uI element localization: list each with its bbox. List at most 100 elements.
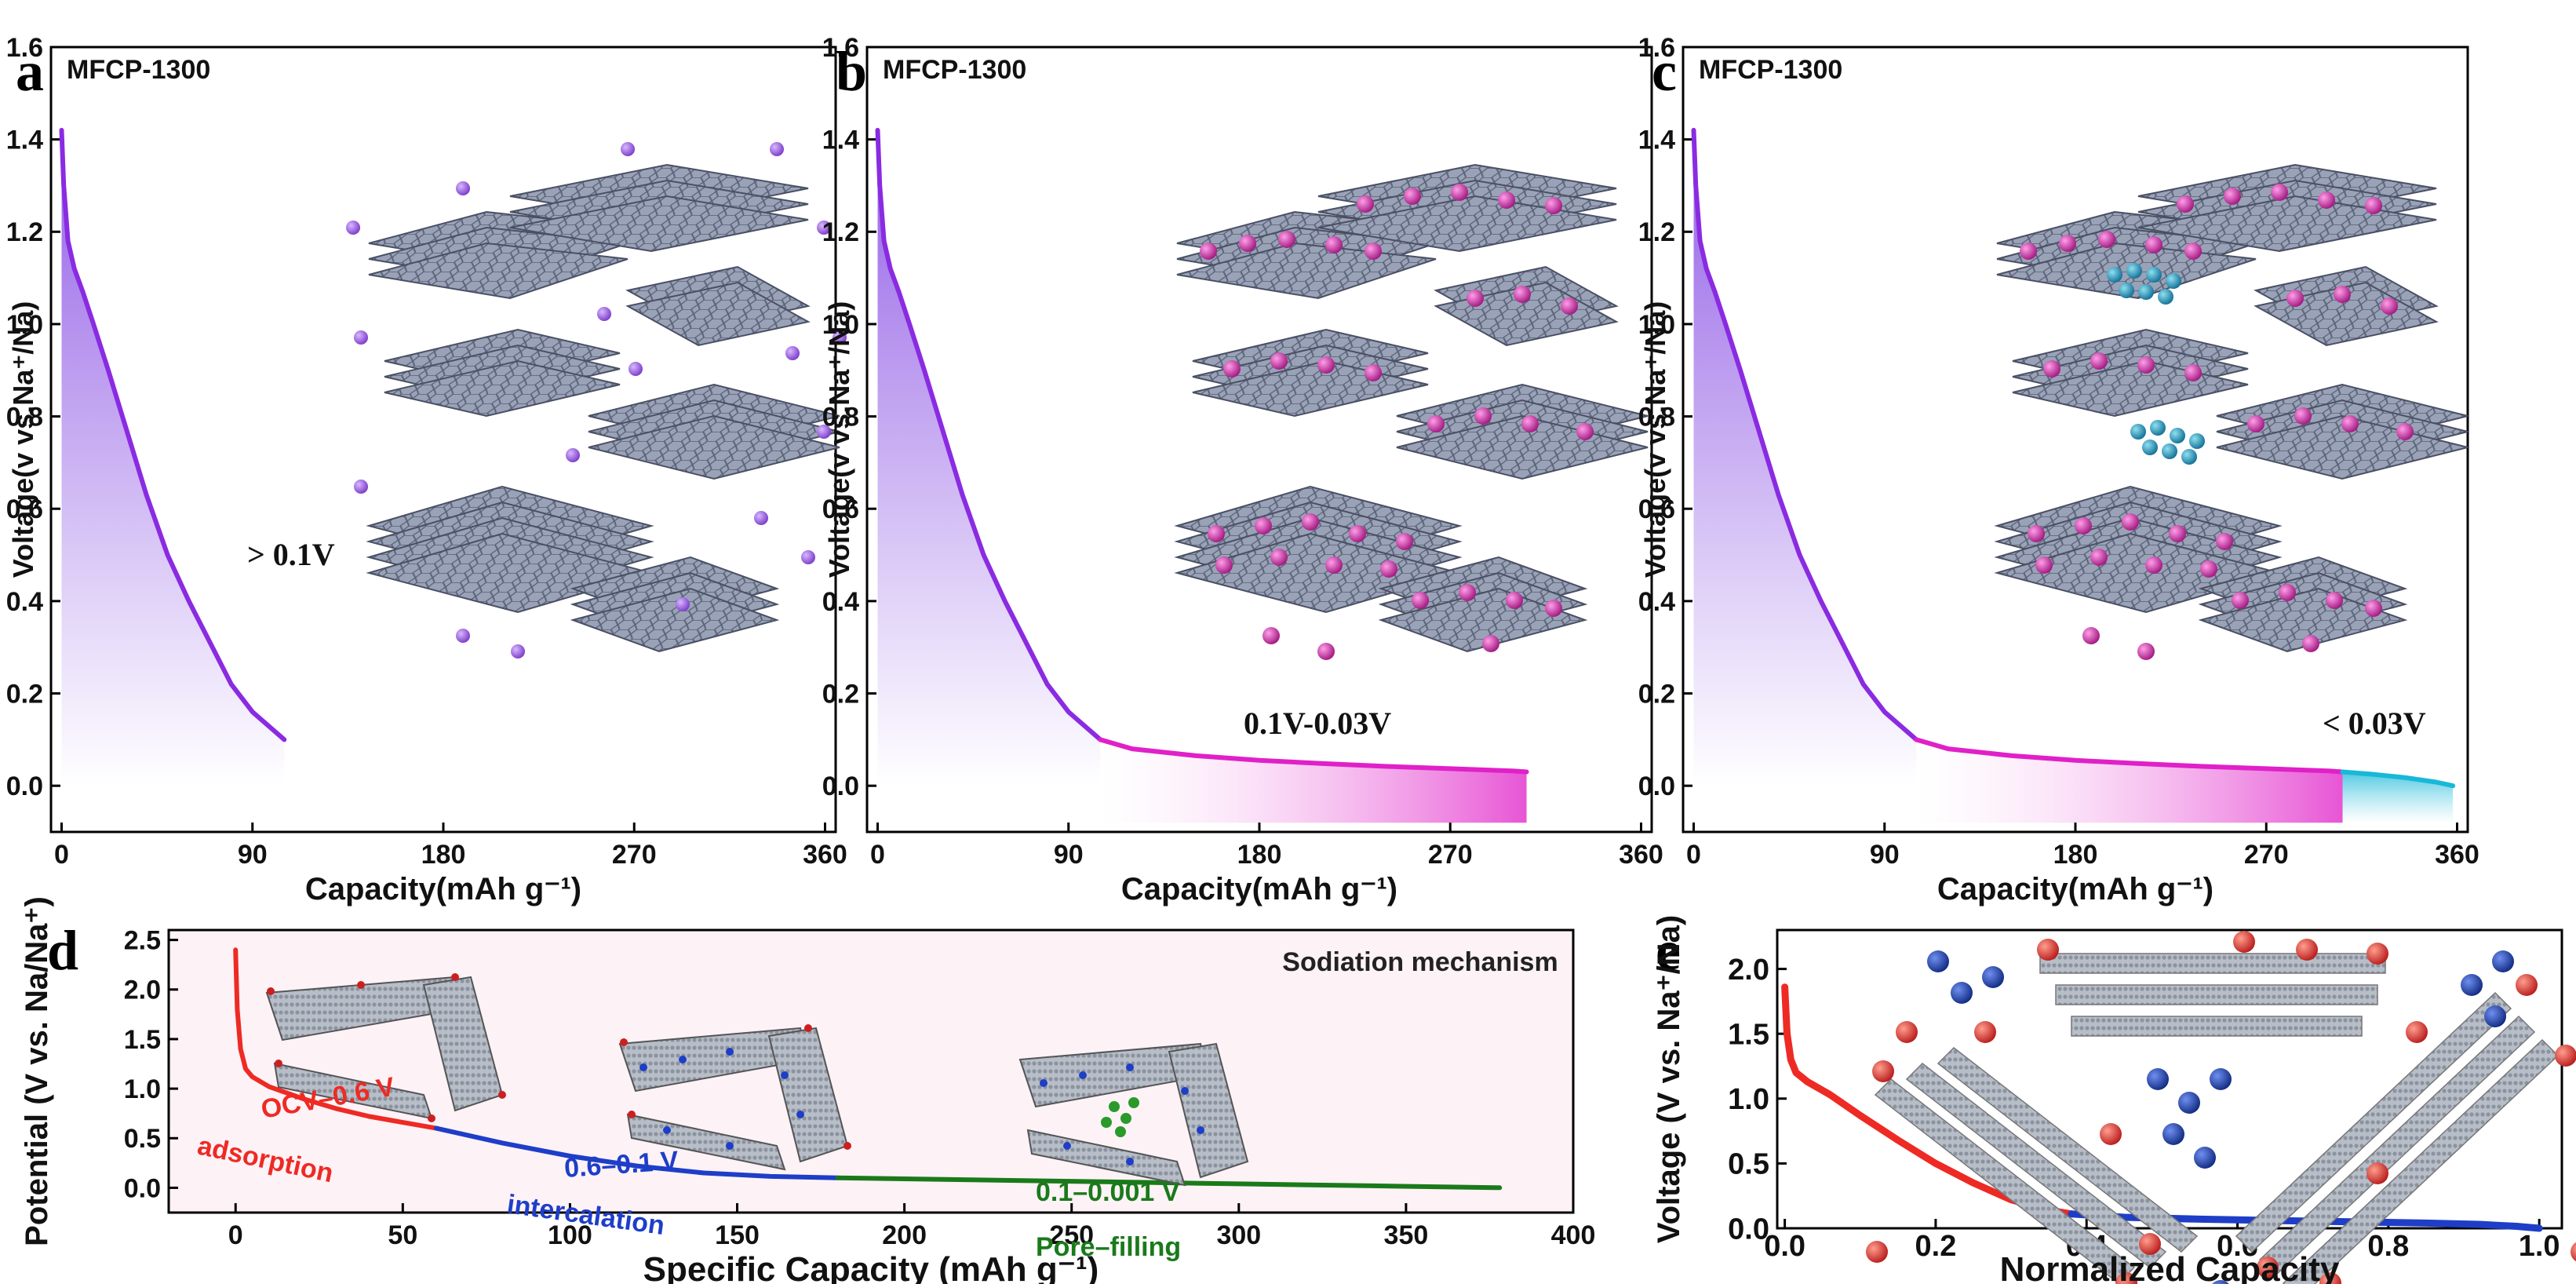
y-tick-label: 0.8 xyxy=(822,402,859,432)
pore-illustration-adsorption xyxy=(265,973,506,1122)
series-lines xyxy=(875,127,1529,775)
y-tick-label: 0.2 xyxy=(6,679,43,709)
x-tick-label: 200 xyxy=(882,1220,927,1250)
y-tick-label: 1.6 xyxy=(822,33,859,63)
y-tick-label: 0.4 xyxy=(822,587,859,617)
x-tick-label: 360 xyxy=(2435,840,2479,870)
panel-letter: a xyxy=(16,40,44,103)
series-line-intercalation xyxy=(434,1125,840,1180)
mechanism-label-pore-filling: Pore–filling xyxy=(1036,1232,1181,1262)
area-fill--0-03V xyxy=(2342,771,2454,823)
x-tick-label: 90 xyxy=(1870,840,1900,870)
y-tick-label: 1.5 xyxy=(1728,1018,1769,1051)
x-tick-label: 350 xyxy=(1384,1220,1429,1250)
hard-carbon-illustration xyxy=(1174,163,1649,660)
panel-letter: c xyxy=(1652,40,1677,103)
sodium-atoms xyxy=(346,142,847,658)
x-tick-label: 0 xyxy=(54,840,69,870)
x-tick-label: 180 xyxy=(421,840,466,870)
y-tick-label: 1.5 xyxy=(124,1025,161,1055)
plot-frame xyxy=(167,928,1575,1214)
series-line-0-1V-0-03V xyxy=(1914,737,2345,775)
y-tick-label: 1.6 xyxy=(1638,33,1675,63)
plot-frame xyxy=(1776,928,2563,1230)
panel-a: 0 90 180 270 360 0.0 0.2 0.4 0.6 0.8 1.0 1.2 1.4 1.6 xyxy=(6,33,847,906)
x-tick-label: 100 xyxy=(548,1220,592,1250)
area-fill xyxy=(61,129,285,786)
x-tick-label: 400 xyxy=(1551,1220,1596,1250)
area-fill-0-1V-0-03V xyxy=(1916,739,2343,823)
y-tick-label: 0.5 xyxy=(1728,1148,1769,1181)
x-axis-label: Normalized Capacity xyxy=(2000,1250,2340,1284)
y-tick-label: 0.0 xyxy=(1728,1213,1769,1246)
area-fill--0-1V xyxy=(61,129,285,786)
y-tick-label: 0.6 xyxy=(6,494,43,524)
x-tick-label: 270 xyxy=(1428,840,1473,870)
panel-letter: d xyxy=(47,919,78,982)
area-fill--0-1V xyxy=(1693,129,1917,786)
hard-carbon-illustration xyxy=(346,142,847,658)
y-tick-label: 2.5 xyxy=(124,926,161,956)
sample-label: MFCP-1300 xyxy=(1699,55,1842,85)
y-tick-label: 0.2 xyxy=(1638,679,1675,709)
area-fill-0-1V-0-03V xyxy=(1100,739,1527,823)
y-tick-label: 0.0 xyxy=(822,771,859,801)
y-tick-label: 0.8 xyxy=(1638,402,1675,432)
panel-title: Sodiation mechanism xyxy=(1282,947,1558,977)
series-line--0-03V xyxy=(2340,769,2456,789)
y-tick-label: 1.2 xyxy=(822,217,859,247)
x-tick-label: 0.0 xyxy=(1764,1230,1805,1263)
y-tick-label: 1.4 xyxy=(6,126,43,155)
x-axis-label: Capacity(mAh g⁻¹) xyxy=(305,872,581,906)
y-axis-label: Voltage (V vs. Na⁺/Na) xyxy=(1652,915,1686,1243)
y-tick-label: 0.5 xyxy=(124,1124,161,1154)
sample-label: MFCP-1300 xyxy=(883,55,1026,85)
y-tick-label: 0.8 xyxy=(6,402,43,432)
axis-ticks: 0 50 100 150 200 250 300 350 400 0.0 0.5 1.0 1.5 2.0 2… xyxy=(124,926,1596,1250)
y-tick-label: 2.0 xyxy=(124,976,161,1005)
series-line--0-1V xyxy=(875,127,1103,742)
y-axis-label: Voltage(v vs.Na⁺/Na) xyxy=(823,301,855,578)
y-tick-label: 2.0 xyxy=(1728,954,1769,987)
x-axis-label: Specific Capacity (mAh g⁻¹) xyxy=(643,1250,1099,1284)
pore-illustration-pore-filling xyxy=(1018,1042,1249,1187)
x-tick-label: 250 xyxy=(1049,1220,1094,1250)
series-line-0-1V-0-03V xyxy=(1098,737,1529,775)
sample-label: MFCP-1300 xyxy=(67,55,210,85)
x-tick-label: 1.0 xyxy=(2519,1230,2560,1263)
y-tick-label: 0.6 xyxy=(1638,494,1675,524)
x-tick-label: 300 xyxy=(1216,1220,1261,1250)
sodium-cluster-atoms xyxy=(2107,263,2205,465)
y-tick-label: 0.4 xyxy=(6,587,43,617)
series-line--0-1V xyxy=(1691,127,1919,742)
panel-e: 0.00.20.40.60.81.00.00.51.01.52.0 xyxy=(1652,915,2576,1284)
area-fill xyxy=(1693,129,2454,823)
y-tick-label: 0.6 xyxy=(822,494,859,524)
x-tick-label: 90 xyxy=(1054,840,1084,870)
y-tick-label: 1.0 xyxy=(1638,310,1675,340)
axis-ticks: 0 90 180 270 360 0.0 0.2 0.4 0.6 0.8 1.0 1.2 1.4 1.6 xyxy=(6,33,847,870)
x-tick-label: 90 xyxy=(238,840,268,870)
voltage-range-annotation: > 0.1V xyxy=(247,537,335,572)
graphene-stack xyxy=(366,163,840,653)
x-tick-label: 270 xyxy=(612,840,657,870)
x-axis-label: Capacity(mAh g⁻¹) xyxy=(1937,872,2213,906)
range-label-pore-filling: 0.1–0.001 V xyxy=(1036,1177,1180,1207)
x-tick-label: 50 xyxy=(388,1220,417,1250)
y-axis-label: Voltage(v vs.Na⁺/Na) xyxy=(1639,301,1671,578)
panel-b: 0 90 180 270 360 0.0 0.2 0.4 0.6 0.8 1.0 1.2 1.4 1.6 xyxy=(822,33,1663,906)
y-tick-label: 0.0 xyxy=(124,1173,161,1203)
x-tick-label: 360 xyxy=(803,840,847,870)
x-tick-label: 180 xyxy=(1237,840,1282,870)
pore-illustration-intercalation xyxy=(618,1024,851,1171)
series-lines xyxy=(59,127,287,742)
x-tick-label: 0.2 xyxy=(1915,1230,1957,1263)
x-tick-label: 0 xyxy=(228,1220,243,1250)
x-tick-label: 360 xyxy=(1619,840,1663,870)
y-tick-label: 1.0 xyxy=(822,310,859,340)
y-tick-label: 1.4 xyxy=(822,126,859,155)
x-tick-label: 0.8 xyxy=(2367,1230,2409,1263)
y-tick-label: 1.0 xyxy=(124,1074,161,1104)
x-tick-label: 0 xyxy=(1686,840,1701,870)
